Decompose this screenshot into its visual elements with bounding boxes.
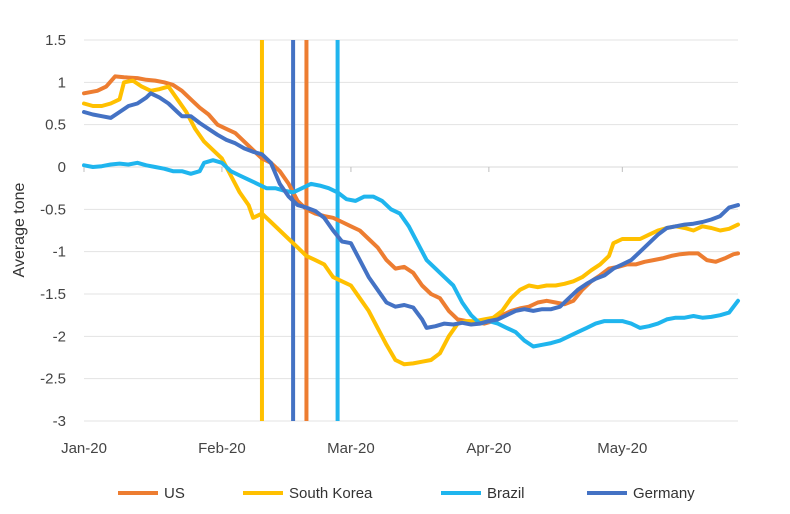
y-tick-label: -0.5 xyxy=(40,201,66,218)
legend-label-germany: Germany xyxy=(633,485,695,502)
series-line-germany xyxy=(82,91,740,330)
series-lines xyxy=(82,74,740,367)
y-tick-label: -3 xyxy=(53,413,66,430)
x-tick-label: May-20 xyxy=(597,440,647,457)
legend-label-us: US xyxy=(164,485,185,502)
legend-label-south-korea: South Korea xyxy=(289,485,373,502)
x-tick-label: Jan-20 xyxy=(61,440,107,457)
y-tick-label: 1.5 xyxy=(45,32,66,49)
x-tick-label: Mar-20 xyxy=(327,440,375,457)
y-tick-label: -2.5 xyxy=(40,371,66,388)
x-tick-label: Apr-20 xyxy=(466,440,511,457)
x-axis-ticks: Jan-20 Feb-20 Mar-20 Apr-20 May-20 xyxy=(61,167,647,457)
event-lines xyxy=(259,40,340,421)
x-tick-label: Feb-20 xyxy=(198,440,246,457)
legend: US South Korea Brazil Germany xyxy=(118,485,695,502)
y-tick-label: 0.5 xyxy=(45,117,66,134)
y-axis-ticks: 1.5 1 0.5 0 -0.5 -1 -1.5 -2 -2.5 -3 xyxy=(40,32,66,430)
y-tick-label: -1 xyxy=(53,244,66,261)
legend-label-brazil: Brazil xyxy=(487,485,525,502)
series-line-south-korea xyxy=(82,78,740,367)
y-tick-label: 0 xyxy=(58,159,66,176)
series-line-us xyxy=(82,74,740,326)
y-tick-label: 1 xyxy=(58,74,66,91)
y-tick-label: -2 xyxy=(53,328,66,345)
y-tick-label: -1.5 xyxy=(40,286,66,303)
y-axis-title: Average tone xyxy=(11,182,28,277)
series-line-brazil xyxy=(82,158,740,349)
